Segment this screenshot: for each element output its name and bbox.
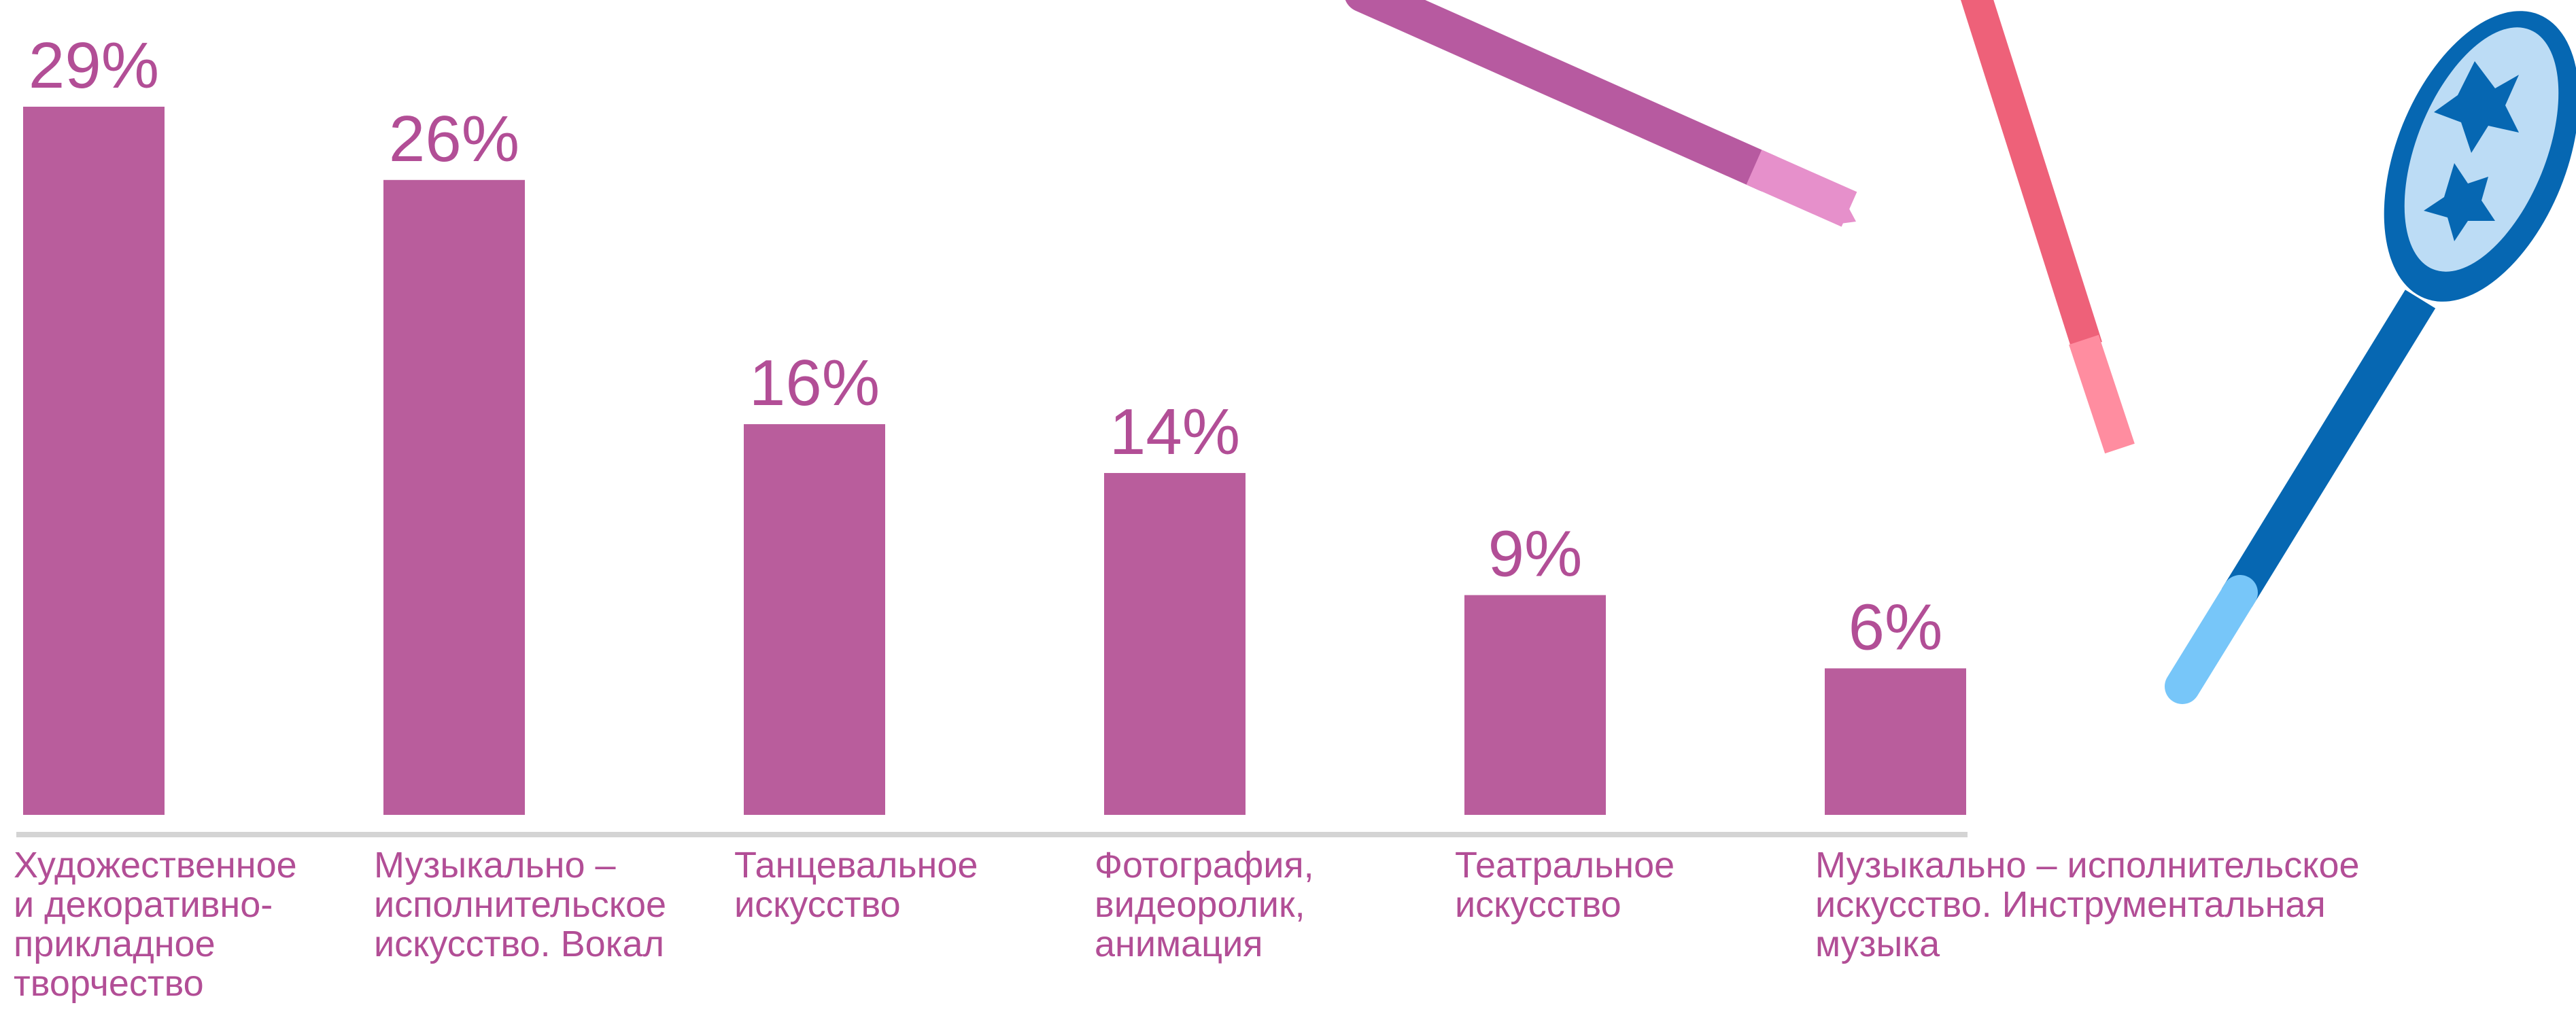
category-label: Музыкально – исполнительское искусство. … <box>1815 845 2360 964</box>
value-label: 9% <box>1488 518 1583 591</box>
bar <box>383 179 525 815</box>
category-label: Танцевальное искусство <box>734 845 978 925</box>
category-label: Фотография, видеоролик, анимация <box>1095 845 1314 964</box>
category-label: Музыкально – исполнительское искусство. … <box>374 845 667 964</box>
bar <box>23 107 165 815</box>
value-label: 26% <box>389 103 519 175</box>
bar <box>1464 595 1606 815</box>
bar <box>1825 668 1966 815</box>
category-label: Театральное искусство <box>1455 845 1675 925</box>
bar <box>1104 472 1246 815</box>
value-label: 14% <box>1110 396 1240 468</box>
bar <box>744 424 885 815</box>
value-label: 16% <box>749 347 880 419</box>
category-label: Художественное и декоративно- прикладное… <box>14 845 297 1004</box>
decoration <box>1345 0 2576 704</box>
value-label: 6% <box>1849 591 1943 663</box>
value-label: 29% <box>29 29 159 102</box>
